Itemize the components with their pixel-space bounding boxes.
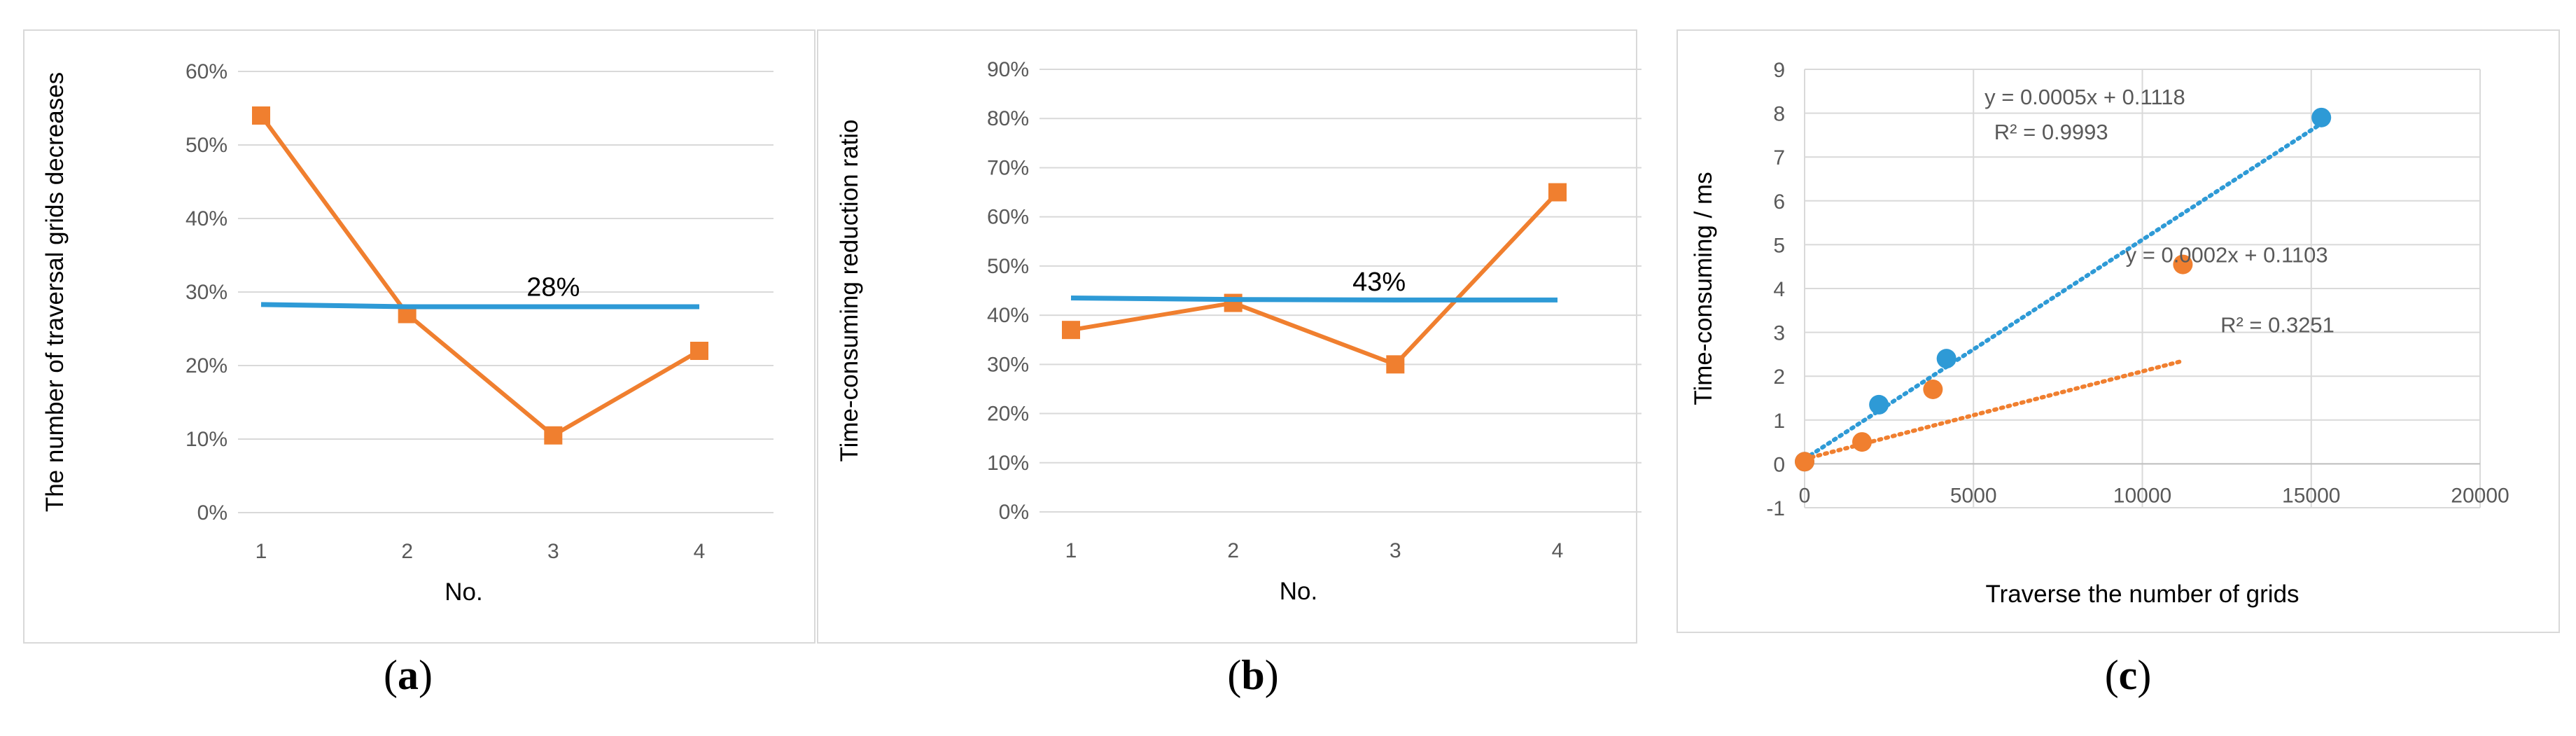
chart-a-xtick-label: 4 [694,540,706,563]
chart-a-ytick-label: 20% [186,354,227,377]
chart-b-data-point [1224,293,1242,312]
chart-a-annotation: 28% [526,272,580,302]
chart-c-ytick-label: 3 [1773,322,1785,345]
chart-c-ytick-label: 2 [1773,366,1785,389]
chart-a-xtick-label: 2 [401,540,413,563]
chart-c-trendline-blue [1802,121,2324,461]
chart-b-ytick-label: 70% [987,156,1029,179]
chart-c-ytick-label: 1 [1773,410,1785,433]
chart-a-xtick-label: 3 [547,540,559,563]
chart-b-ytick-label: 0% [999,501,1029,524]
chart-b-xtick-label: 4 [1552,539,1564,562]
chart-c-x-axis-title: Traverse the number of grids [1985,581,2299,608]
chart-b-ytick-label: 20% [987,403,1029,426]
caption-c: (c) [2104,652,2152,698]
chart-a-x-axis-title: No. [444,578,482,606]
chart-b-xtick-label: 1 [1065,539,1077,562]
chart-b-ytick-label: 10% [987,452,1029,475]
chart-b-ytick-label: 90% [987,58,1029,81]
chart-c-data-point-orange [1923,379,1943,399]
chart-c-ytick-label: 4 [1773,278,1785,301]
chart-c-xtick-label: 5000 [1950,484,1997,507]
chart-a-ytick-label: 50% [186,134,227,157]
chart-c-trendline-label: y = 0.0005x + 0.1118 [1984,85,2185,109]
chart-a-ytick-label: 60% [186,60,227,83]
chart-b-y-axis-title: Time-consuming reduction ratio [836,120,863,462]
chart-b-series-orange-line [1070,190,1560,367]
chart-panel-b [817,29,1637,644]
chart-b-data-point [1548,183,1567,202]
chart-b-ytick-label: 30% [987,353,1029,376]
chart-panel-c [1676,29,2560,633]
chart-a-xtick-label: 1 [255,540,267,563]
chart-a-y-axis-title: The number of traversal grids decreases [41,72,69,512]
chart-a-ytick-label: 0% [197,501,227,525]
chart-b-series-blue-line [1070,296,1558,303]
chart-c-data-point-blue [2311,107,2332,127]
chart-c-ytick-label: 9 [1773,59,1785,82]
caption-a: (a) [384,652,433,698]
chart-c-trendline-label: R² = 0.9993 [1994,120,2108,144]
chart-c-ytick-label: 6 [1773,190,1785,214]
chart-a-series-blue-line [260,302,699,310]
chart-a-data-point [544,426,563,445]
chart-a-ytick-label: 10% [186,428,227,451]
chart-c-data-point-orange [2173,254,2193,275]
chart-b-xtick-label: 3 [1390,539,1401,562]
chart-b-ytick-label: 40% [987,304,1029,327]
chart-c-ytick-label: 7 [1773,146,1785,169]
chart-panel-a [23,29,816,644]
chart-c-xtick-label: 0 [1799,484,1811,507]
chart-a-data-point [690,342,708,360]
chart-c-ytick-label: 0 [1773,453,1785,476]
chart-a-series-orange-line [259,114,701,438]
chart-b-ytick-label: 80% [987,107,1029,130]
chart-c-y-axis-title: Time-consuming / ms [1690,172,1717,405]
chart-c-xtick-label: 15000 [2282,484,2340,507]
chart-c-data-point-blue [1869,394,1889,415]
chart-c-data-point-blue [1936,349,1956,369]
chart-c-xtick-label: 10000 [2113,484,2171,507]
chart-b-xtick-label: 2 [1227,539,1239,562]
chart-c-trendline-label: y = 0.0002x + 0.1103 [2126,242,2328,267]
chart-a-data-point [252,106,270,125]
chart-c-ytick-label: 8 [1773,103,1785,126]
chart-b-data-point [1062,321,1080,340]
chart-c-ytick-label: -1 [1766,497,1785,520]
chart-b-ytick-label: 50% [987,255,1029,278]
chart-b-ytick-label: 60% [987,206,1029,229]
chart-c-xtick-label: 20000 [2451,484,2509,507]
chart-c-data-point-orange [1852,432,1872,452]
chart-c-data-point-orange [1795,452,1814,472]
chart-c-trendline-label: R² = 0.3251 [2220,313,2334,338]
chart-b-data-point [1386,355,1405,374]
chart-a-ytick-label: 40% [186,207,227,230]
chart-a-ytick-label: 30% [186,281,227,304]
chart-c-ytick-label: 5 [1773,234,1785,257]
chart-b-x-axis-title: No. [1280,578,1317,605]
chart-b-annotation: 43% [1352,268,1406,297]
caption-b: (b) [1227,652,1279,698]
